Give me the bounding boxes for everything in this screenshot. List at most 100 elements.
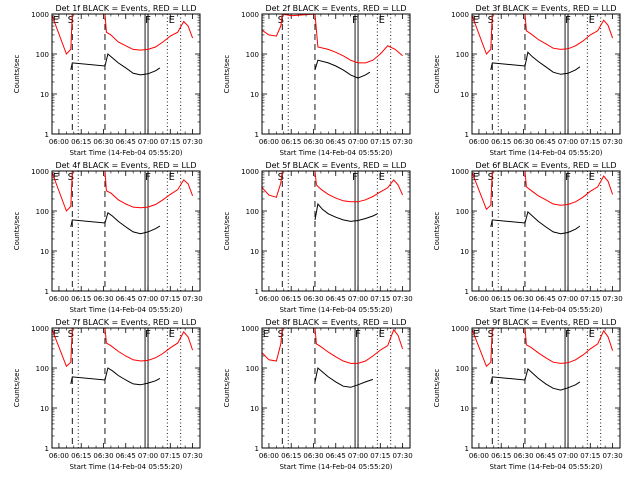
lld-series-line xyxy=(52,14,194,55)
y-tick-label: 100 xyxy=(36,365,49,373)
x-tick-label: 07:15 xyxy=(580,138,600,146)
x-tick-label: 07:15 xyxy=(370,452,390,460)
y-tick-label: 10 xyxy=(460,91,469,99)
y-axis-label: Counts/sec xyxy=(13,55,21,94)
segment-letter: E xyxy=(379,15,385,26)
x-tick-label: 07:30 xyxy=(392,138,412,146)
chart-title: Det 1f BLACK = Events, RED = LLD xyxy=(55,4,196,13)
y-tick-label: 1000 xyxy=(31,325,49,333)
chart-panel: Det 1f BLACK = Events, RED = LLD Counts/s… xyxy=(13,4,203,157)
x-tick-label: 06:00 xyxy=(49,138,69,146)
chart-title: Det 5f BLACK = Events, RED = LLD xyxy=(265,161,406,170)
events-series-line xyxy=(490,210,581,235)
y-tick-label: 1 xyxy=(465,131,469,139)
segment-letter: E xyxy=(53,15,59,26)
events-series-line xyxy=(70,367,161,386)
x-tick-label: 06:00 xyxy=(469,138,489,146)
chart-panel: Det 3f BLACK = Events, RED = LLD Counts/s… xyxy=(433,4,623,157)
segment-letter: F xyxy=(145,329,151,340)
lld-series-line xyxy=(472,171,614,211)
plot-frame xyxy=(261,327,411,449)
x-tick-label: 07:30 xyxy=(602,295,622,303)
x-tick-label: 06:30 xyxy=(513,138,533,146)
events-series-line xyxy=(70,211,161,235)
x-tick-label: 07:30 xyxy=(182,138,202,146)
segment-letter: E xyxy=(589,329,595,340)
plot-frame xyxy=(261,13,411,135)
plot-frame xyxy=(51,170,201,292)
y-axis-label: Counts/sec xyxy=(13,369,21,408)
y-tick-label: 1 xyxy=(465,445,469,453)
y-tick-label: 10 xyxy=(40,248,49,256)
x-tick-label: 06:15 xyxy=(281,295,301,303)
lld-series-line xyxy=(472,14,614,55)
x-tick-label: 06:15 xyxy=(281,138,301,146)
x-tick-label: 07:30 xyxy=(602,138,622,146)
x-tick-label: 06:30 xyxy=(93,295,113,303)
y-tick-label: 100 xyxy=(456,51,469,59)
x-axis-label: Start Time (14-Feb-04 05:55:20) xyxy=(489,306,602,314)
y-axis-label: Counts/sec xyxy=(433,369,441,408)
x-tick-label: 07:00 xyxy=(348,452,368,460)
segment-letter: E xyxy=(53,172,59,183)
y-tick-label: 1 xyxy=(465,288,469,296)
x-tick-label: 06:45 xyxy=(536,452,556,460)
x-tick-label: 07:00 xyxy=(558,452,578,460)
segment-letter: F xyxy=(352,172,358,183)
segment-letter: F xyxy=(355,329,361,340)
chart-panel: Det 9f BLACK = Events, RED = LLD Counts/s… xyxy=(433,318,623,471)
chart-title: Det 2f BLACK = Events, RED = LLD xyxy=(265,4,406,13)
chart-panel: Det 8f BLACK = Events, RED = LLD Counts/s… xyxy=(223,318,413,471)
y-tick-label: 100 xyxy=(246,51,259,59)
y-tick-label: 10 xyxy=(250,405,259,413)
y-axis-label: Counts/sec xyxy=(13,212,21,251)
x-tick-label: 07:00 xyxy=(138,138,158,146)
plot-frame xyxy=(261,170,411,292)
y-tick-label: 1 xyxy=(45,288,49,296)
x-tick-label: 06:30 xyxy=(93,138,113,146)
chart-panel: Det 6f BLACK = Events, RED = LLD Counts/s… xyxy=(433,161,623,314)
y-tick-label: 10 xyxy=(40,91,49,99)
x-tick-label: 07:30 xyxy=(392,452,412,460)
segment-letter: E xyxy=(169,172,175,183)
x-tick-label: 06:00 xyxy=(259,295,279,303)
segment-letter: F xyxy=(145,15,151,26)
y-tick-label: 1000 xyxy=(451,325,469,333)
x-tick-label: 07:00 xyxy=(138,295,158,303)
chart-panel: Det 4f BLACK = Events, RED = LLD Counts/s… xyxy=(13,161,203,314)
segment-letter: F xyxy=(352,15,358,26)
events-series-line xyxy=(314,202,378,222)
events-series-line xyxy=(314,367,374,388)
segment-letter: S xyxy=(278,329,284,340)
segment-letter: S xyxy=(68,329,74,340)
x-tick-label: 06:45 xyxy=(536,138,556,146)
lld-series-line xyxy=(262,171,404,203)
y-tick-label: 10 xyxy=(250,91,259,99)
segment-letter: F xyxy=(565,15,571,26)
x-tick-label: 06:15 xyxy=(281,452,301,460)
x-tick-label: 06:15 xyxy=(71,138,91,146)
segment-letter: E xyxy=(53,329,59,340)
x-tick-label: 06:15 xyxy=(491,452,511,460)
chart-title: Det 9f BLACK = Events, RED = LLD xyxy=(475,318,616,327)
chart-title: Det 4f BLACK = Events, RED = LLD xyxy=(55,161,196,170)
x-tick-label: 06:30 xyxy=(303,452,323,460)
y-tick-label: 1000 xyxy=(31,11,49,19)
x-tick-label: 06:45 xyxy=(326,452,346,460)
y-tick-label: 10 xyxy=(40,405,49,413)
segment-letter: S xyxy=(488,329,494,340)
x-tick-label: 07:15 xyxy=(580,295,600,303)
chart-title: Det 6f BLACK = Events, RED = LLD xyxy=(475,161,616,170)
lld-series-line xyxy=(52,328,194,368)
x-tick-label: 06:00 xyxy=(469,295,489,303)
x-tick-label: 07:15 xyxy=(160,452,180,460)
segment-letter: S xyxy=(68,172,74,183)
segment-letter: E xyxy=(379,172,385,183)
y-axis-label: Counts/sec xyxy=(433,55,441,94)
segment-letter: S xyxy=(488,172,494,183)
chart-panel: Det 7f BLACK = Events, RED = LLD Counts/s… xyxy=(13,318,203,471)
x-axis-label: Start Time (14-Feb-04 05:55:20) xyxy=(279,149,392,157)
lld-series-line xyxy=(52,171,194,212)
y-tick-label: 1 xyxy=(255,288,259,296)
